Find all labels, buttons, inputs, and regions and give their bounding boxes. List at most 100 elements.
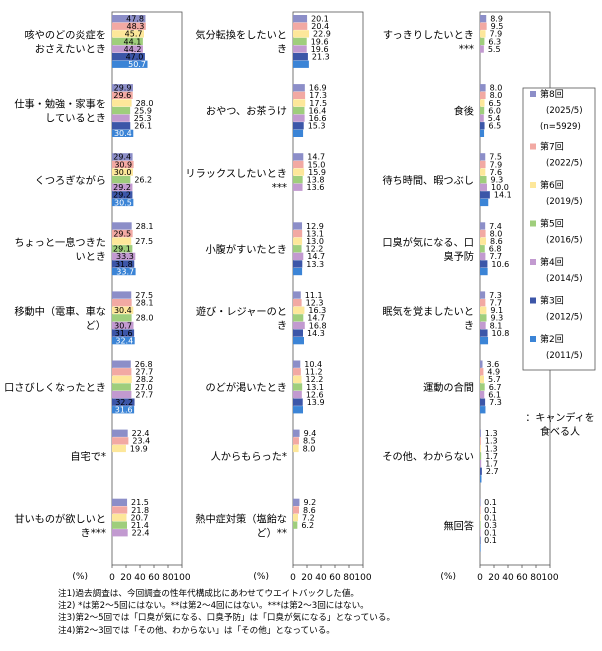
bar [293, 521, 298, 529]
bar [480, 467, 482, 475]
data-label: 47.8 [126, 15, 144, 24]
category-label: その他、わからない [382, 450, 474, 463]
data-label: 28.1 [136, 222, 154, 231]
bar [112, 15, 146, 23]
bar [112, 337, 135, 345]
category-label: ちょっと一息つきた [14, 236, 106, 249]
bar [112, 245, 133, 253]
data-label: 22.4 [132, 529, 150, 538]
bar [112, 252, 136, 260]
data-label: 16.6 [309, 114, 327, 123]
category-label: *** [272, 183, 287, 194]
data-label: 27.7 [135, 368, 153, 377]
legend-series-name: 第3回 [540, 295, 564, 307]
bar [293, 45, 307, 53]
legend: 第8回 (2025/5) (n=5929) 第7回 (2022/5) 第6回 (2019/5… [522, 87, 596, 371]
bar [112, 368, 132, 376]
category-group: 口臭が気になる、口臭予防 7.48.08.66.87.710.610.9 [382, 222, 509, 277]
data-label: 14.3 [307, 329, 325, 338]
bar [293, 168, 305, 176]
data-label: 0.1 [484, 544, 497, 553]
data-label: 21.5 [131, 498, 149, 507]
category-label: 遊び・レジャーのと [196, 305, 287, 318]
legend-swatch [530, 336, 536, 342]
data-label: 8.6 [490, 237, 503, 246]
bar [480, 160, 486, 169]
data-label: 13.8 [307, 176, 325, 185]
legend-swatch [530, 259, 536, 265]
data-label: 33.7 [116, 267, 134, 276]
category-label: しているとき [45, 113, 106, 125]
bar [293, 267, 303, 276]
data-label: 6.0 [488, 106, 501, 115]
data-label: 6.5 [489, 122, 502, 131]
bar [112, 360, 131, 368]
bar [112, 260, 135, 268]
tick-label: 20 [488, 573, 500, 583]
bar [293, 368, 301, 376]
data-label: 9.3 [491, 176, 504, 185]
category-label: おさえたいとき [35, 44, 106, 56]
data-label: 16.3 [308, 306, 326, 315]
category-label: 口さびしくなったとき [4, 382, 106, 394]
legend-item: 第7回 (2022/5) [530, 141, 583, 169]
panel-2: 気分転換をしたいとき20.120.422.919.619.621.322.7おや… [185, 11, 372, 583]
data-label: 28.0 [136, 99, 154, 108]
data-label: 6.5 [489, 99, 502, 108]
data-label: 30.4 [114, 129, 132, 138]
bar [112, 229, 133, 238]
bar [480, 30, 486, 38]
bar [480, 337, 489, 345]
data-label: 45.7 [125, 30, 143, 39]
bar [293, 99, 306, 107]
category-label: 熱中症対策（塩飴な [195, 512, 287, 525]
data-label: 16.8 [309, 321, 327, 330]
bar [293, 37, 307, 46]
legend-series-name: 第4回 [540, 256, 564, 268]
data-label: 27.5 [135, 237, 153, 246]
data-label: 0.3 [484, 521, 497, 530]
legend-series-name: 第6回 [540, 179, 564, 191]
data-label: 12.6 [306, 390, 324, 399]
category-label: 待ち時間、暇つぶし [382, 174, 474, 187]
legend-swatch [530, 297, 536, 304]
legend-period: (2011/5) [546, 351, 583, 361]
legend-period: (2012/5) [546, 313, 583, 323]
legend-series-name: 第8回 [540, 88, 564, 100]
legend-sample-size: (n=5929) [540, 122, 581, 132]
data-label: 13.1 [306, 229, 324, 238]
category-label: 口臭が気になる、口 [382, 236, 474, 249]
data-label: 30.9 [114, 160, 132, 169]
legend-period: (2025/5) [546, 106, 583, 116]
category-label: ど） [86, 320, 106, 332]
bar [480, 506, 481, 514]
bar [480, 452, 482, 460]
data-label: 47.0 [126, 53, 144, 62]
data-label: 26.2 [134, 176, 152, 185]
data-label: 17.3 [309, 91, 327, 100]
category-label: 甘いものが欲しいと [14, 512, 106, 525]
annotation-text: 食べる人 [540, 425, 580, 438]
data-label: 9.4 [304, 429, 317, 438]
legend-item: 第4回 (2014/5) [530, 256, 583, 284]
bar [293, 383, 303, 391]
bar [293, 53, 308, 61]
bar [112, 122, 131, 130]
data-label: 21.8 [131, 506, 149, 515]
data-label: 10.4 [304, 360, 322, 369]
bar [480, 15, 487, 23]
bar [480, 229, 486, 238]
data-label: 15.7 [308, 337, 326, 346]
tick-label: 100 [173, 573, 190, 583]
data-label: 14.7 [307, 314, 325, 323]
data-label: 48.3 [126, 22, 144, 31]
data-label: 31.6 [115, 406, 133, 415]
bar [293, 229, 303, 238]
bar [480, 368, 484, 376]
data-label: 21.4 [131, 521, 149, 530]
bar [293, 183, 303, 191]
